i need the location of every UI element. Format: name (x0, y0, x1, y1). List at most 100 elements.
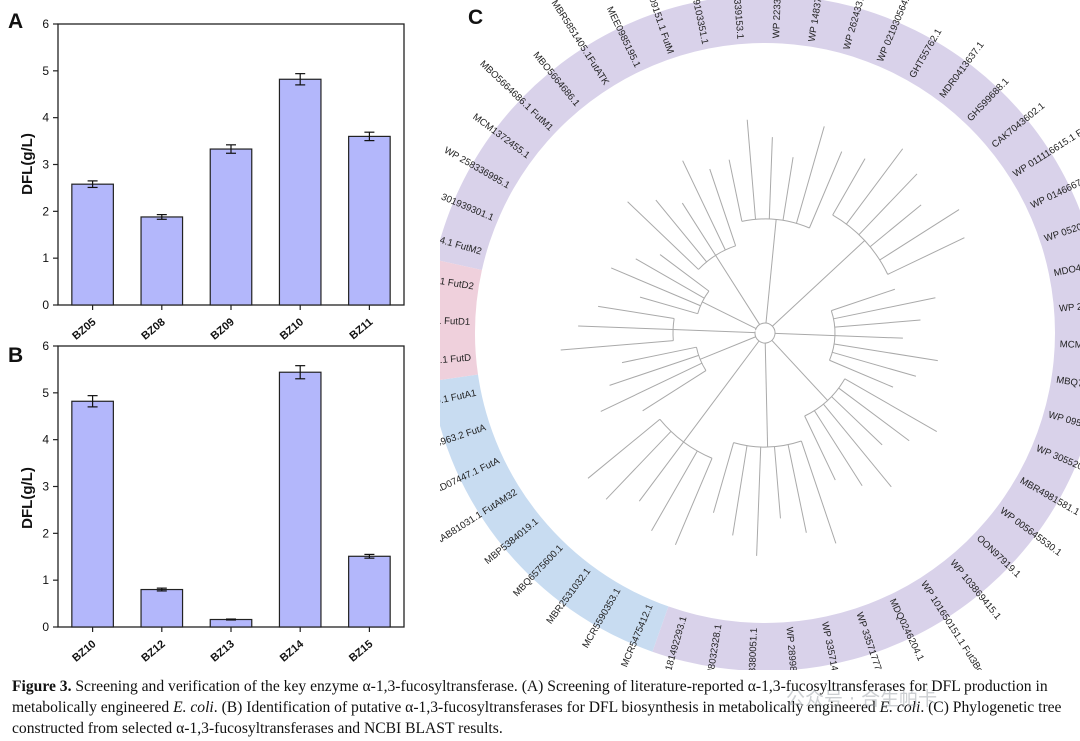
tree-branch (832, 351, 917, 377)
tree-branch (831, 396, 883, 446)
bar-bz08 (140, 216, 184, 306)
panel-label-c: C (468, 6, 483, 29)
tree-branch (741, 218, 810, 229)
y-tick-label: 4 (42, 433, 49, 447)
tree-branch (651, 450, 698, 532)
x-tick-label: BZ13 (209, 638, 237, 664)
y-tick-label: 4 (42, 111, 49, 125)
tree-branch (834, 343, 938, 362)
tree-branch (638, 441, 684, 502)
x-tick-label: BZ14 (278, 638, 307, 665)
y-tick-label: 5 (42, 64, 49, 78)
tree-branch (639, 296, 698, 315)
tree-branch (804, 415, 836, 481)
bar-bz10 (278, 78, 322, 306)
tree-branch (773, 446, 781, 519)
tree-branch (813, 410, 863, 486)
plot-area-b: 0 1 2 3 4 5 6 BZ10 BZ12 BZ13 BZ14 BZ15 (42, 339, 405, 665)
tree-leaf-label: WP 289987032.1 (784, 627, 801, 670)
clade-pink-band (440, 260, 482, 381)
tree-branch (683, 340, 760, 443)
bar-bz13 (209, 618, 253, 628)
tree-branch (771, 240, 866, 327)
tree-branch (621, 346, 697, 364)
tree-root (754, 322, 776, 344)
tree-branch (795, 126, 825, 224)
tree-branch (756, 446, 762, 556)
tree-branch (733, 440, 802, 448)
caption-species-1: E. coli (173, 699, 214, 716)
tree-branch (560, 340, 674, 351)
y-tick-label: 2 (42, 526, 49, 540)
y-tick-label: 1 (42, 573, 49, 587)
bar-bz11 (348, 135, 391, 306)
tree-branch (787, 444, 807, 533)
tree-branch (768, 137, 773, 220)
tree-branch (587, 418, 661, 479)
tree-branch (578, 325, 674, 331)
bar-bz14 (278, 371, 322, 628)
tree-branch (771, 339, 828, 401)
tree-branch (829, 359, 894, 388)
watermark: 公众号 · 合生帕卡 (786, 688, 938, 710)
tree-branch (699, 336, 756, 360)
tree-branch (846, 148, 904, 225)
y-tick-label: 1 (42, 251, 49, 265)
figure-label: Figure 3. (12, 678, 72, 695)
tree-branch (831, 288, 895, 312)
x-tick-label: BZ12 (139, 638, 167, 664)
y-tick-label: 2 (42, 204, 49, 218)
tree-branch (833, 297, 936, 320)
tree-branch (869, 204, 922, 248)
y-tick-label: 3 (42, 480, 49, 494)
bar-bz12 (140, 588, 184, 628)
tree-branch (858, 173, 918, 236)
tree-branch (746, 119, 757, 220)
figure-caption: Figure 3. Screening and verification of … (12, 676, 1072, 739)
tree-branch (655, 199, 708, 263)
clade-blue-band (440, 374, 669, 652)
caption-text-2: . (B) Identification of putative α-1,3-f… (213, 699, 880, 716)
panel-label-b: B (8, 344, 23, 367)
tree-branch (732, 445, 748, 536)
tree-branch (808, 151, 843, 229)
tree-branch (887, 237, 965, 275)
x-tick-label: BZ10 (70, 638, 98, 664)
tree-leaf-label: WP 223381946.1 (771, 0, 785, 38)
y-tick-label: 6 (42, 17, 49, 31)
bar-bz15 (348, 555, 391, 628)
tree-leaf-label: MCM1500557.1 (1060, 339, 1080, 353)
tree-branch (635, 258, 705, 299)
tree-branch (673, 329, 756, 334)
x-tick-label: BZ15 (347, 638, 375, 664)
tree-branch (879, 209, 960, 261)
tree-branch (659, 254, 710, 292)
caption-text-1: Screening and verification of the key en… (12, 678, 1048, 716)
y-tick-label: 3 (42, 158, 49, 172)
tree-branch (715, 255, 761, 325)
phylogenetic-tree: C WP 204430034.1 FutM2WP 301939301.1WP 2… (440, 0, 1080, 670)
tree-branch (600, 362, 703, 412)
tree-branch (627, 201, 699, 270)
tree-branch (844, 378, 937, 432)
tree-branch (838, 387, 910, 442)
tree-branch (834, 335, 903, 339)
caption-text-3: . (C) Phylogenetic tree constructed from… (12, 699, 1062, 737)
tree-branch (598, 305, 675, 319)
tree-branch (822, 403, 892, 488)
tree-branch (728, 159, 743, 222)
tree-branch (834, 319, 921, 328)
bar-bz05 (71, 183, 114, 306)
caption-species-2: E. coli (879, 699, 921, 716)
tree-branch (610, 267, 701, 307)
tree-branch (765, 219, 777, 324)
tree-branch (674, 458, 713, 546)
tree-branch (712, 442, 735, 513)
tree-branch (800, 440, 837, 544)
tree-leaf-label: MDP3380051.1 (746, 628, 759, 670)
tree-leaf-label: WP 138196288.1 FutD1 (440, 313, 470, 328)
tree-branch (642, 370, 707, 412)
tree-branch (702, 301, 757, 330)
panel-label-a: A (8, 10, 23, 33)
